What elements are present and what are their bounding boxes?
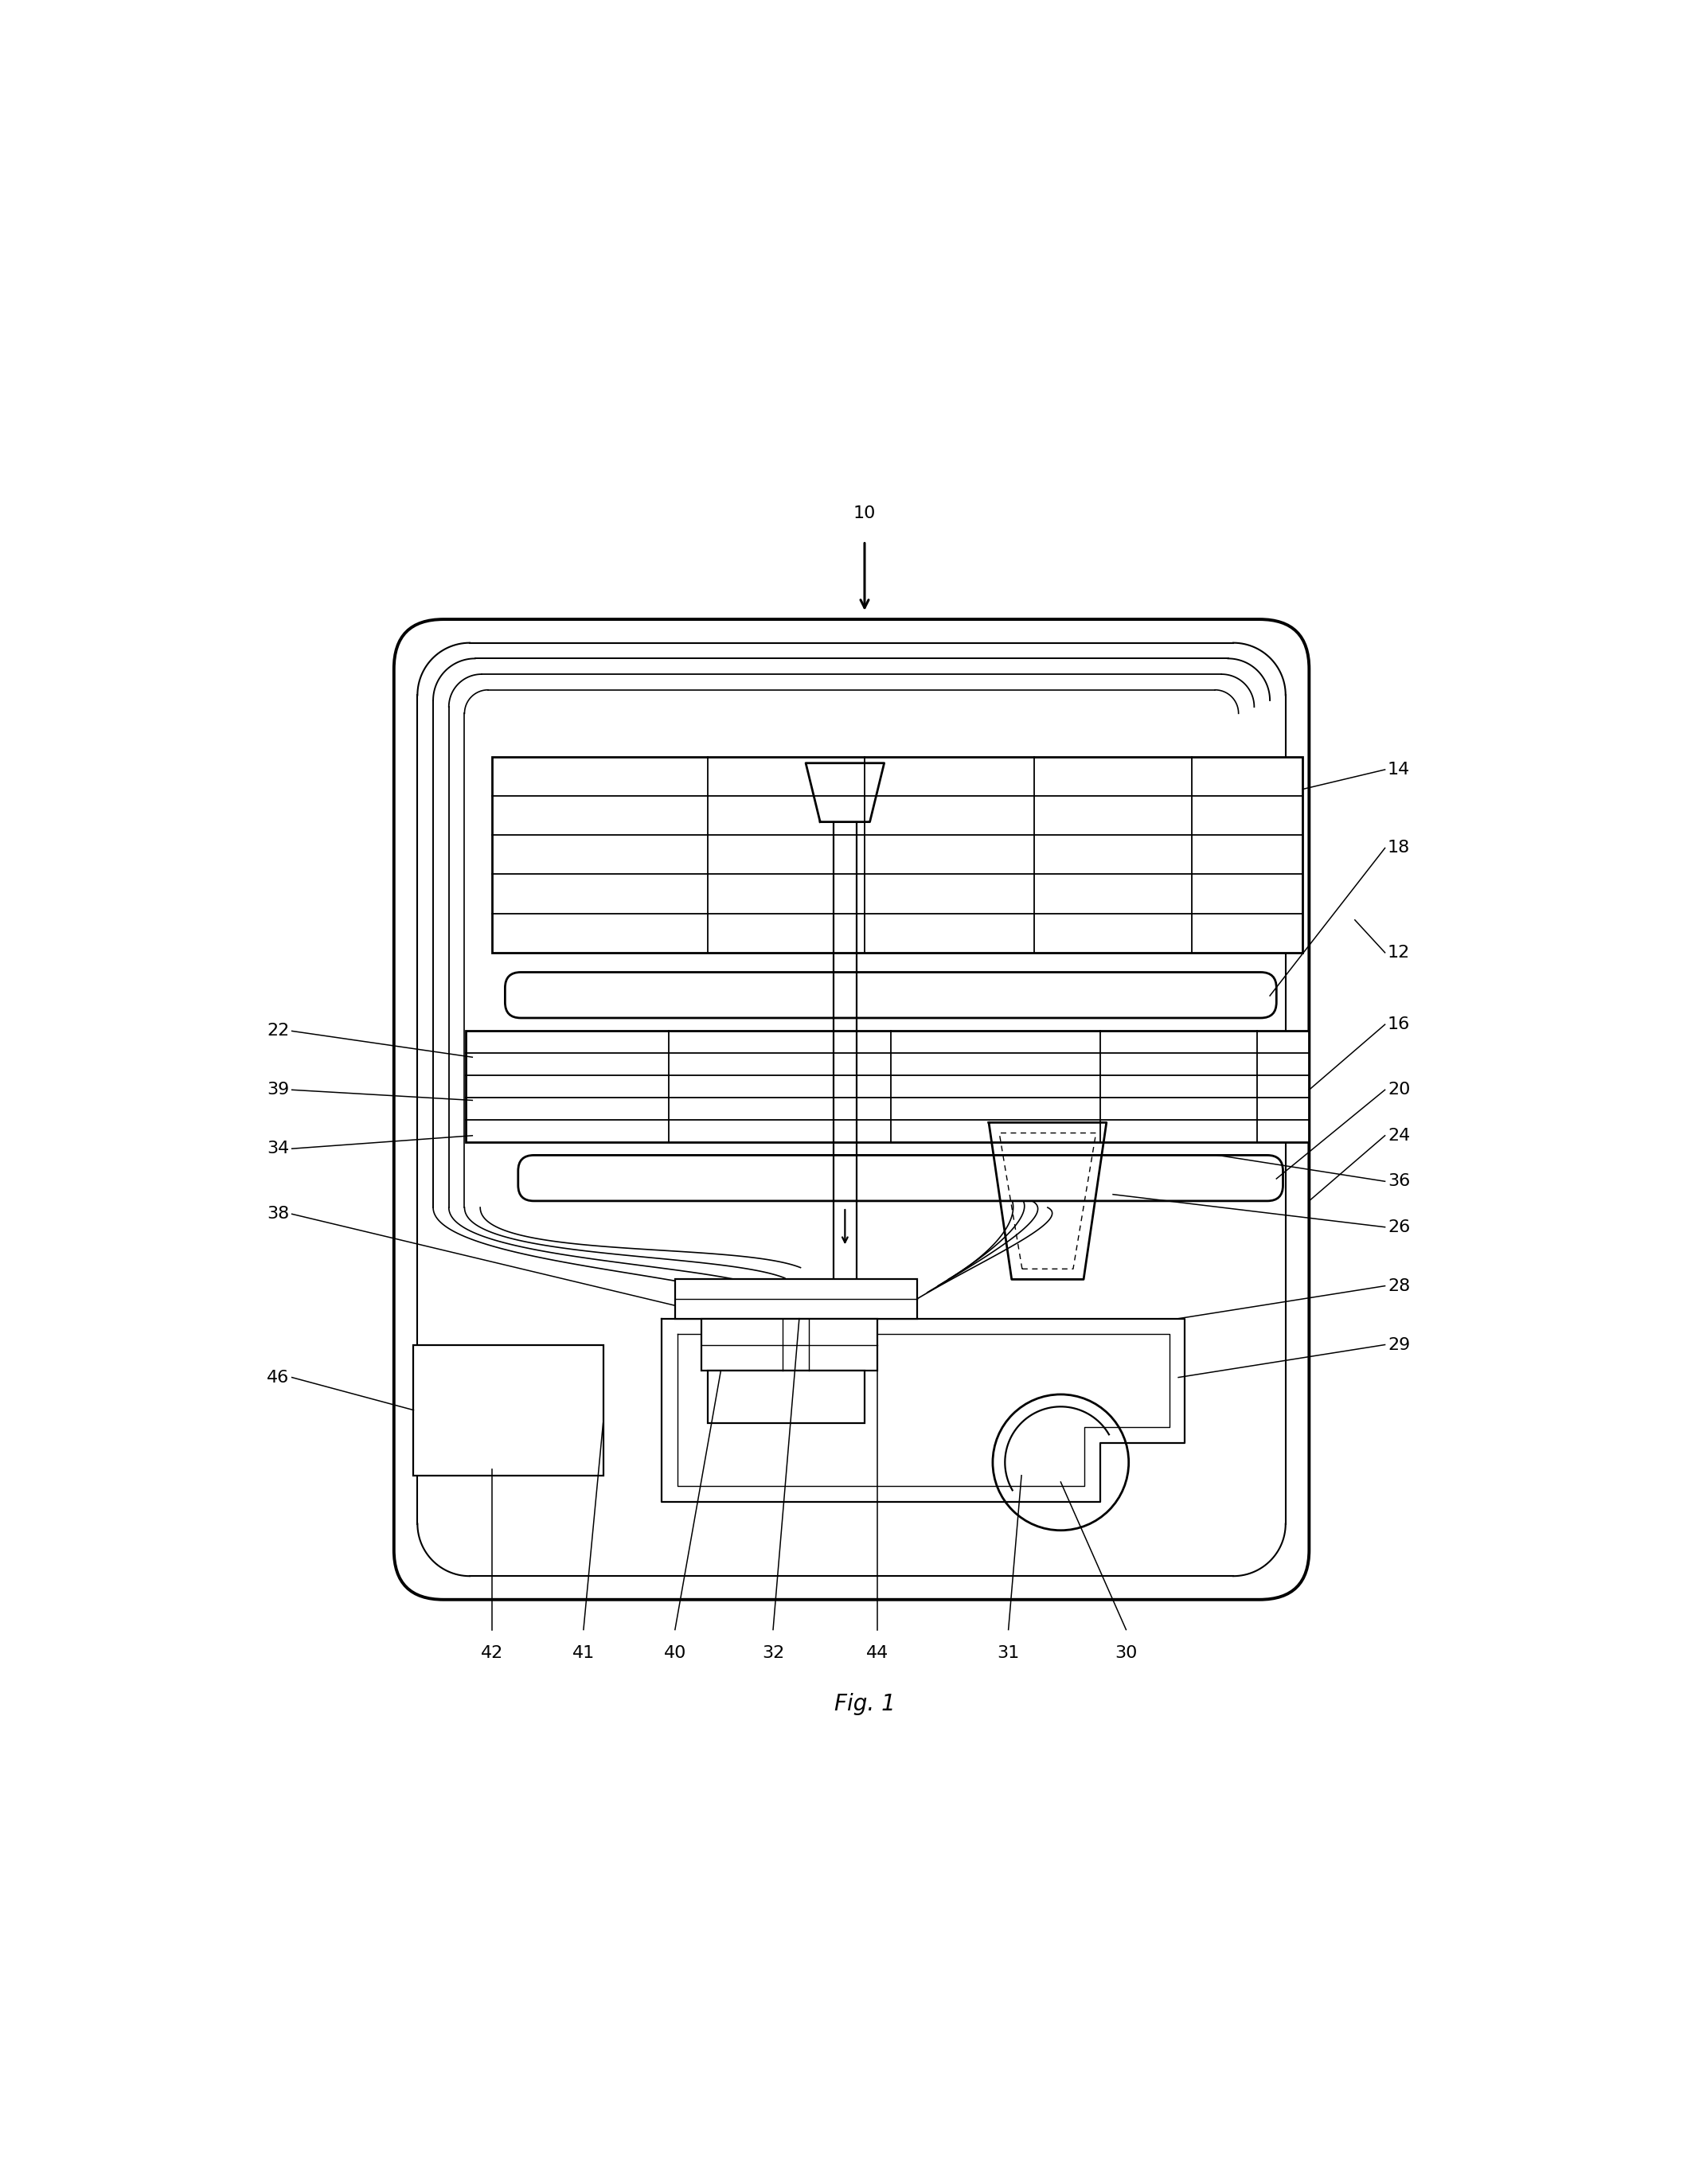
Text: 10: 10 <box>854 505 876 522</box>
Bar <box>413 1345 604 1476</box>
Text: 29: 29 <box>1387 1337 1410 1352</box>
FancyBboxPatch shape <box>395 620 1309 1599</box>
Text: 22: 22 <box>267 1022 290 1040</box>
Text: 36: 36 <box>1387 1173 1410 1190</box>
FancyBboxPatch shape <box>518 1155 1284 1201</box>
Text: Fig. 1: Fig. 1 <box>833 1693 896 1714</box>
Text: 41: 41 <box>572 1645 596 1662</box>
Bar <box>493 756 1302 952</box>
Text: 18: 18 <box>1387 841 1410 856</box>
Text: 40: 40 <box>663 1645 687 1662</box>
Text: 39: 39 <box>267 1081 290 1099</box>
Text: 30: 30 <box>1115 1645 1137 1662</box>
Bar <box>675 1280 918 1319</box>
Bar <box>709 1372 865 1424</box>
Text: 28: 28 <box>1387 1278 1410 1293</box>
Text: 42: 42 <box>481 1645 503 1662</box>
Text: 24: 24 <box>1387 1127 1410 1144</box>
Bar <box>466 1031 1309 1142</box>
Bar <box>702 1319 877 1372</box>
Text: 32: 32 <box>763 1645 784 1662</box>
Text: 34: 34 <box>267 1140 290 1158</box>
Text: 31: 31 <box>997 1645 1019 1662</box>
Text: 44: 44 <box>867 1645 889 1662</box>
Text: 12: 12 <box>1387 946 1410 961</box>
Text: 38: 38 <box>267 1206 290 1223</box>
Text: 16: 16 <box>1387 1016 1410 1033</box>
Text: 46: 46 <box>267 1369 290 1385</box>
Text: 26: 26 <box>1387 1219 1410 1234</box>
Text: 14: 14 <box>1387 762 1410 778</box>
FancyBboxPatch shape <box>504 972 1277 1018</box>
Text: 20: 20 <box>1387 1081 1410 1099</box>
